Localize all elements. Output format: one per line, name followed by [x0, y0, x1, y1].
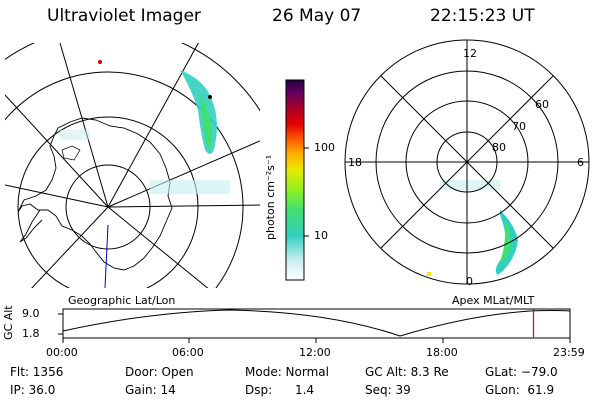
lon-line	[107, 204, 260, 208]
gc-alt-value: GC Alt: 8.3 Re	[365, 365, 449, 379]
lon-line	[5, 184, 109, 208]
flight-number: Flt: 1356	[10, 365, 64, 379]
y-tick-label: 9.0	[22, 307, 40, 320]
antarctica-coastline	[17, 117, 173, 271]
geographic-panel-label: Geographic Lat/Lon	[68, 294, 176, 307]
timeline-ylabel: GC Alt	[2, 305, 15, 340]
sequence-value: Seq: 39	[365, 383, 411, 397]
lon-line	[107, 140, 260, 208]
y-tick-label: 1.8	[22, 327, 40, 340]
geographic-map	[5, 43, 260, 288]
mlat-label-80: 80	[492, 141, 506, 154]
date-label: 26 May 07	[272, 6, 362, 26]
apex-panel-label: Apex MLat/MLT	[452, 294, 535, 307]
x-tick-label: 12:00	[299, 346, 331, 359]
apex-polar-plot	[344, 39, 590, 285]
mlt-label-12: 12	[463, 47, 477, 60]
mlt-label-0: 0	[466, 275, 473, 288]
colorbar-tick-label: 10	[314, 229, 328, 242]
colorbar-tick-label: 100	[314, 141, 335, 154]
mlat-label-70: 70	[512, 120, 526, 133]
gc-altitude-timeline	[58, 308, 571, 343]
x-tick-label: 23:59	[553, 346, 585, 359]
x-tick-label: 18:00	[426, 346, 458, 359]
aurora-emission	[60, 60, 230, 194]
lon-line	[107, 43, 199, 208]
mlt-label-6: 6	[577, 156, 584, 169]
mlt-line	[380, 75, 554, 249]
glon-value: GLon: 61.9	[485, 383, 555, 397]
ice-shelf	[61, 145, 81, 161]
x-tick-label: 06:00	[172, 346, 204, 359]
timeline-frame	[62, 308, 571, 339]
lat-circle	[5, 71, 244, 288]
dsp-value: Dsp: 1.4	[245, 383, 315, 397]
aurora-emission-apex	[440, 180, 518, 275]
lon-line	[107, 206, 209, 288]
gain-value: Gain: 14	[125, 383, 176, 397]
colorbar	[285, 79, 309, 281]
mode-value: Mode: Normal	[245, 365, 329, 379]
altitude-curve	[62, 309, 571, 337]
ip-value: IP: 36.0	[10, 383, 56, 397]
lat-circle	[65, 164, 151, 250]
door-status: Door: Open	[125, 365, 194, 379]
x-tick-label: 00:00	[46, 346, 78, 359]
glat-value: GLat: −79.0	[485, 365, 558, 379]
lon-line	[5, 94, 109, 208]
lon-line	[31, 206, 109, 288]
lat-circle	[17, 116, 199, 288]
lon-line	[59, 43, 109, 208]
mlat-label-60: 60	[535, 98, 549, 111]
antarctic-peninsula	[19, 209, 43, 243]
mlt-label-18: 18	[348, 156, 362, 169]
instrument-title: Ultraviolet Imager	[47, 6, 201, 26]
time-label: 22:15:23 UT	[430, 6, 535, 26]
colorbar-gradient	[285, 79, 305, 281]
emission-point	[427, 272, 431, 276]
meridian-trace	[104, 224, 109, 288]
colorbar-unit-label: photon cm⁻²s⁻¹	[264, 154, 277, 240]
